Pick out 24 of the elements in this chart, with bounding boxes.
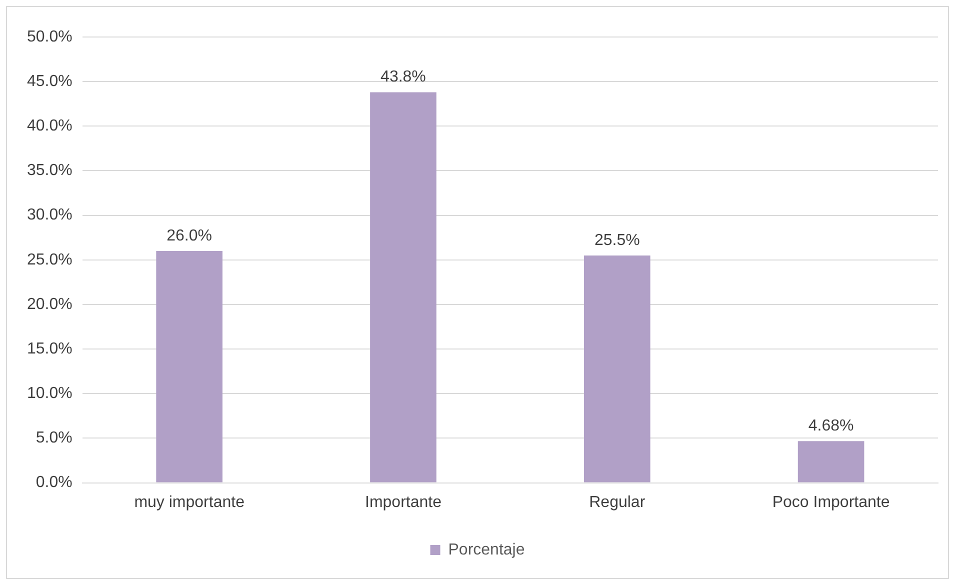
y-tick-label: 40.0%: [26, 118, 72, 135]
y-tick-label: 20.0%: [26, 296, 72, 313]
bar: [584, 255, 650, 482]
y-tick-label: 0.0%: [36, 474, 72, 492]
y-tick-label: 35.0%: [26, 162, 72, 180]
y-tick-label: 50.0%: [26, 28, 72, 46]
y-tick-label: 15.0%: [26, 340, 72, 358]
data-label: 4.68%: [808, 417, 854, 434]
bar: [798, 441, 864, 482]
y-tick-label: 10.0%: [26, 385, 72, 402]
y-tick-label: 25.0%: [26, 251, 72, 268]
y-tick-label: 30.0%: [26, 206, 72, 224]
y-tick-label: 5.0%: [36, 430, 72, 447]
x-tick-label: Regular: [589, 494, 646, 511]
x-tick-label: Importante: [364, 494, 442, 511]
data-label: 26.0%: [166, 227, 212, 244]
bar: [370, 92, 436, 482]
legend-label: Porcentaje: [448, 541, 525, 558]
data-label: 25.5%: [594, 232, 640, 249]
data-label: 43.8%: [380, 68, 426, 86]
y-tick-label: 45.0%: [26, 72, 72, 90]
x-tick-label: muy importante: [134, 494, 245, 511]
x-tick-label: Poco Importante: [772, 494, 890, 511]
bar: [156, 250, 222, 482]
